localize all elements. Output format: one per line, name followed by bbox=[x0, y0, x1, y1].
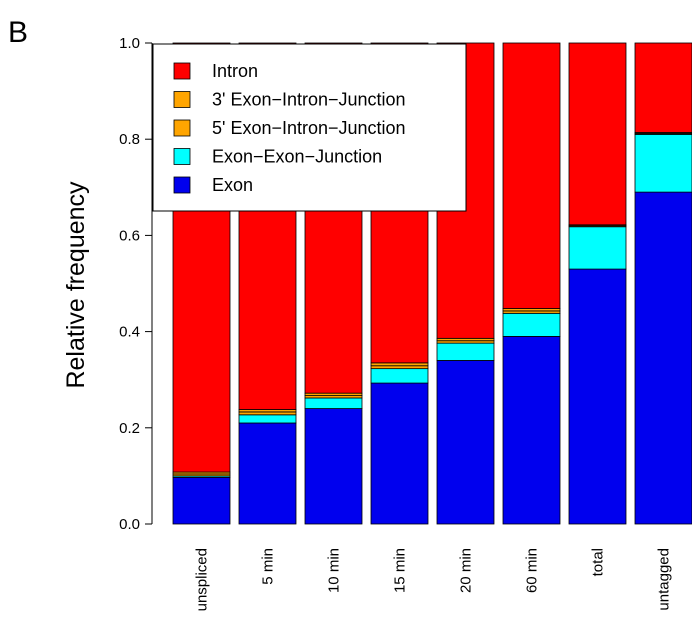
panel-label: B bbox=[8, 16, 28, 49]
bar-segment bbox=[436, 342, 495, 361]
x-tick-label: 5 min bbox=[260, 548, 277, 585]
y-tick-label: 0.8 bbox=[119, 131, 140, 148]
y-tick-label: 0.0 bbox=[119, 516, 140, 533]
legend-swatch bbox=[173, 91, 191, 108]
legend-label: 3' Exon−Intron−Junction bbox=[212, 90, 406, 110]
y-axis-label: Relative frequency bbox=[62, 181, 90, 389]
x-tick-label: untagged bbox=[656, 548, 673, 611]
bar-segment bbox=[502, 336, 561, 525]
bar-segment bbox=[568, 226, 627, 270]
bar-stack bbox=[568, 42, 627, 525]
x-tick-label: 15 min bbox=[392, 548, 409, 593]
bar-segment bbox=[370, 365, 429, 370]
bar-segment bbox=[370, 362, 429, 367]
bar-segment bbox=[172, 476, 231, 525]
bar-segment bbox=[436, 360, 495, 525]
legend-swatch bbox=[173, 62, 191, 80]
bar-segment bbox=[634, 133, 692, 193]
y-tick-label: 0.2 bbox=[119, 420, 140, 437]
bar-segment bbox=[370, 368, 429, 384]
y-tick-label: 0.4 bbox=[119, 324, 140, 341]
legend-box bbox=[152, 43, 467, 212]
legend-swatch bbox=[173, 148, 191, 165]
bar-segment bbox=[304, 408, 363, 525]
legend-label: 5' Exon−Intron−Junction bbox=[212, 118, 406, 138]
x-tick-label: 10 min bbox=[326, 548, 343, 593]
y-tick-label: 0.6 bbox=[119, 227, 140, 244]
x-axis-tick-labels: unspliced 5 min 10 min 15 min 20 min 60 min to… bbox=[194, 548, 673, 611]
y-tick-label: 1.0 bbox=[119, 35, 140, 52]
bar-segment bbox=[568, 268, 627, 525]
bar-stack bbox=[502, 42, 561, 525]
legend-label: Intron bbox=[212, 61, 258, 81]
bar-segment bbox=[634, 191, 692, 525]
legend-swatch bbox=[173, 119, 191, 137]
y-axis: 0.0 0.2 0.4 0.6 0.8 1.0 bbox=[119, 35, 153, 533]
bar-segment bbox=[238, 414, 297, 424]
legend-label: Exon−Exon−Junction bbox=[212, 147, 382, 167]
bar-segment bbox=[502, 312, 561, 337]
bar-segment bbox=[238, 422, 297, 525]
bar-segment bbox=[568, 42, 627, 226]
bar-stack bbox=[634, 42, 692, 525]
x-tick-label: unspliced bbox=[194, 548, 211, 611]
legend-swatch bbox=[173, 176, 191, 194]
bar-segment bbox=[502, 42, 561, 309]
legend-label: Exon bbox=[212, 175, 253, 195]
x-tick-label: total bbox=[590, 548, 607, 576]
bar-segment bbox=[304, 397, 363, 409]
x-tick-label: 20 min bbox=[458, 548, 475, 593]
legend: Intron 3' Exon−Intron−Junction 5' Exon−Int… bbox=[152, 43, 467, 212]
bar-segment bbox=[238, 411, 297, 416]
bar-segment bbox=[634, 42, 692, 133]
bar-segment bbox=[370, 382, 429, 525]
x-tick-label: 60 min bbox=[524, 548, 541, 593]
